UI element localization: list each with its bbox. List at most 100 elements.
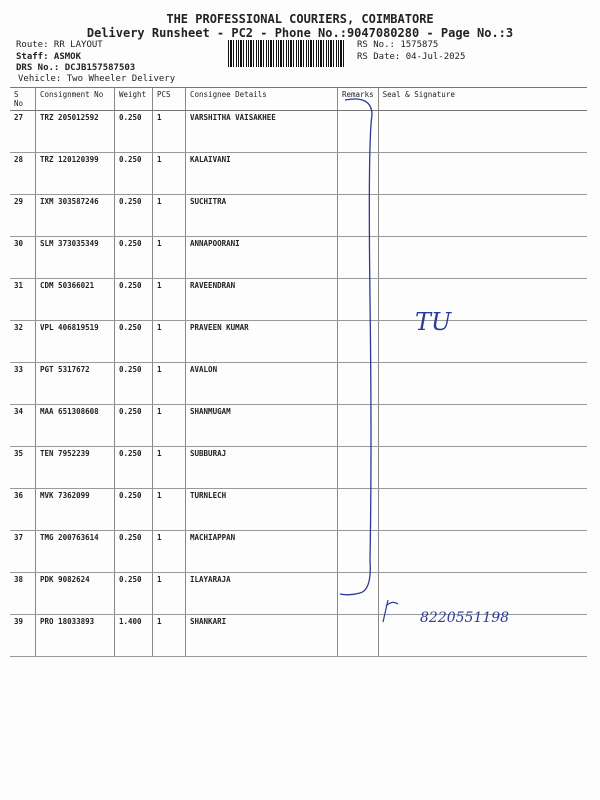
table-cell: 37 [10,530,36,573]
table-cell [377,320,587,363]
table-cell: 1 [152,152,186,195]
table-row: 33 PGT 5317672 0.250 1 AVALON [10,362,587,405]
route: Route: RR LAYOUT [16,40,103,50]
table-cell: TRZ 205012592 [35,110,115,153]
table-cell: 1 [152,194,186,237]
table-cell: 39 [10,614,36,657]
table-cell: 1 [152,236,186,279]
table-cell: MVK 7362099 [35,488,115,531]
table-cell [377,278,587,321]
table-cell: 0.250 [114,446,153,489]
vehicle: Vehicle: Two Wheeler Delivery [18,74,176,84]
table-cell: 1 [152,404,186,447]
table-cell: 32 [10,320,36,363]
table-cell: RAVEENDRAN [185,278,338,321]
table-cell: 29 [10,194,36,237]
table-cell: 1 [152,320,186,363]
table-cell: 0.250 [114,194,153,237]
table-cell: SUCHITRA [185,194,338,237]
rs-number: RS No.: 1575875 [357,40,439,50]
table-row: 30 SLM 373035349 0.250 1 ANNAPOORANI [10,236,587,279]
table-cell: SHANMUGAM [185,404,338,447]
table-cell: TURNLECH [185,488,338,531]
table-cell: KALAIVANI [185,152,338,195]
column-header: S No [10,87,36,111]
table-cell: 27 [10,110,36,153]
table-cell: TEN 7952239 [35,446,115,489]
table-cell [377,152,587,195]
table-row: 28 TRZ 120120399 0.250 1 KALAIVANI [10,152,587,195]
table-cell: 38 [10,572,36,615]
table-cell: 0.250 [114,572,153,615]
table-cell: VPL 406819519 [35,320,115,363]
runsheet-subtitle: Delivery Runsheet - PC2 - Phone No.:9047… [86,26,514,40]
table-cell: VARSHITHA VAISAKHEE [185,110,338,153]
table-cell [377,362,587,405]
barcode [228,40,346,67]
table-cell: 0.250 [114,530,153,573]
table-cell: 0.250 [114,362,153,405]
table-cell: 0.250 [114,236,153,279]
table-cell: MACHIAPPAN [185,530,338,573]
table-cell: TMG 200763614 [35,530,115,573]
table-row: 39 PRO 18033893 1.400 1 SHANKARI [10,614,587,657]
table-cell: 0.250 [114,110,153,153]
column-header: Weight [114,87,153,111]
table-cell [377,446,587,489]
table-cell: PRAVEEN KUMAR [185,320,338,363]
table-cell: 0.250 [114,278,153,321]
table-cell [337,530,379,573]
table-cell: 34 [10,404,36,447]
table-cell: 1.400 [114,614,153,657]
company-title: THE PROFESSIONAL COURIERS, COIMBATORE [166,12,434,26]
handwritten-number: 8220551198 [420,610,510,626]
staff: Staff: ASMOK [16,52,82,62]
table-row: 35 TEN 7952239 0.250 1 SUBBURAJ [10,446,587,489]
table-cell: 35 [10,446,36,489]
table-row: 37 TMG 200763614 0.250 1 MACHIAPPAN [10,530,587,573]
table-cell: 1 [152,530,186,573]
table-cell: ILAYARAJA [185,572,338,615]
column-header: Seal & Signature [377,87,587,111]
table-row: 27 TRZ 205012592 0.250 1 VARSHITHA VAISAKHEE [10,110,587,153]
table-cell: 1 [152,572,186,615]
table-cell: 1 [152,446,186,489]
table-cell: 0.250 [114,404,153,447]
table-cell [337,236,379,279]
table-cell: 33 [10,362,36,405]
table-cell [337,278,379,321]
table-cell: 0.250 [114,488,153,531]
table-row: 32 VPL 406819519 0.250 1 PRAVEEN KUMAR [10,320,587,363]
drs-number: DRS No.: DCJB157587503 [16,63,136,73]
column-header: Consignment No [35,87,115,111]
signature-mark [382,599,399,623]
table-cell: SLM 373035349 [35,236,115,279]
table-cell: 31 [10,278,36,321]
table-cell [337,194,379,237]
table-row: 34 MAA 651308608 0.250 1 SHANMUGAM [10,404,587,447]
table-cell: 1 [152,278,186,321]
table-cell: SHANKARI [185,614,338,657]
table-cell: ANNAPOORANI [185,236,338,279]
table-cell [377,404,587,447]
table-cell: MAA 651308608 [35,404,115,447]
table-cell: PRO 18033893 [35,614,115,657]
table-row: 38 PDK 9082624 0.250 1 ILAYARAJA [10,572,587,615]
remarks-ink-line [339,98,373,596]
table-cell: TRZ 120120399 [35,152,115,195]
table-cell: 30 [10,236,36,279]
table-cell [377,110,587,153]
table-row: 31 CDM 50366021 0.250 1 RAVEENDRAN [10,278,587,321]
table-cell: 1 [152,488,186,531]
column-header: PCS [152,87,186,111]
table-cell: 28 [10,152,36,195]
table-cell [377,194,587,237]
table-row: 29 IXM 303587246 0.250 1 SUCHITRA [10,194,587,237]
table-cell: 1 [152,110,186,153]
table-cell [377,236,587,279]
table-cell: PDK 9082624 [35,572,115,615]
table-cell [337,152,379,195]
table-cell: 0.250 [114,152,153,195]
